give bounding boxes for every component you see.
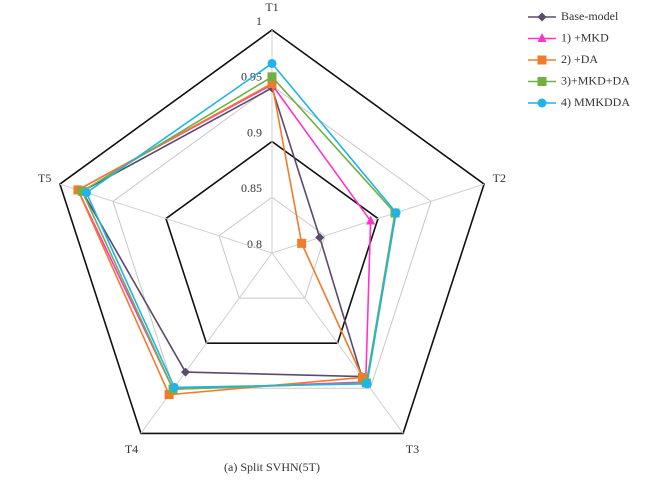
axis-label: T1 xyxy=(265,0,278,14)
marker xyxy=(537,33,547,42)
marker xyxy=(169,382,179,392)
legend-label: Base-model xyxy=(561,9,619,23)
marker xyxy=(315,232,325,242)
marker xyxy=(81,188,91,198)
spoke xyxy=(271,183,485,254)
marker xyxy=(366,215,376,225)
legend-label: 3)+MKD+DA xyxy=(561,73,630,87)
legend-label: 4) MMKDDA xyxy=(561,95,630,109)
marker xyxy=(180,367,190,377)
series-line xyxy=(81,75,396,391)
series-line xyxy=(85,62,397,389)
marker xyxy=(391,208,401,218)
spoke xyxy=(271,252,404,434)
axis-label: T5 xyxy=(38,171,51,185)
marker xyxy=(537,98,547,108)
r-tick-label: 0.85 xyxy=(241,181,262,195)
marker xyxy=(267,79,277,89)
caption: (a) Split SVHN(5T) xyxy=(224,460,320,474)
marker xyxy=(267,58,277,68)
r-tick-label: 1 xyxy=(256,14,262,28)
marker xyxy=(164,390,174,400)
spoke xyxy=(140,252,273,434)
legend-label: 1) +MKD xyxy=(561,30,609,44)
r-tick-label: 0.9 xyxy=(247,125,262,139)
marker xyxy=(267,72,277,82)
r-tick-label: 0.95 xyxy=(241,70,262,84)
axis-label: T3 xyxy=(406,442,419,456)
marker xyxy=(537,55,547,65)
axis-label: T4 xyxy=(125,442,138,456)
legend-label: 2) +DA xyxy=(561,52,598,66)
grid-ring xyxy=(218,196,326,299)
grid-ring xyxy=(112,85,432,389)
marker xyxy=(357,372,367,382)
grid-ring xyxy=(58,29,486,435)
r-tick-label: 0.8 xyxy=(247,237,262,251)
spoke xyxy=(59,183,273,254)
marker xyxy=(537,77,547,86)
marker xyxy=(537,12,547,22)
marker xyxy=(297,238,307,248)
axis-label: T2 xyxy=(493,171,506,185)
marker xyxy=(362,379,372,389)
